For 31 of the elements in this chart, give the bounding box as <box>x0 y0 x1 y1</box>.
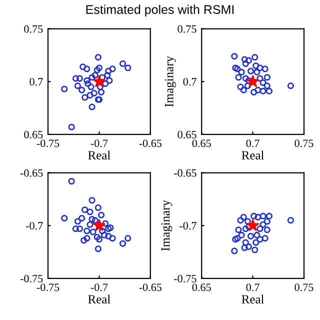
x-tick-label: -0.65 <box>139 284 162 292</box>
x-tick-label: -0.7 <box>90 284 108 292</box>
x-axis-title: Real <box>242 150 264 160</box>
x-tick-label: 0.75 <box>294 284 314 292</box>
y-tick-label: -0.7 <box>26 222 43 230</box>
y-tick-label: 0.75 <box>24 25 43 33</box>
x-tick-label: -0.65 <box>139 140 162 148</box>
x-axis-title: Real <box>242 294 264 304</box>
y-tick-label: 0.7 <box>30 78 43 86</box>
x-tick-label: -0.75 <box>36 140 60 148</box>
y-tick-label: -0.75 <box>174 274 196 282</box>
x-tick-label: 0.65 <box>192 284 211 292</box>
x-tick-label: 0.75 <box>294 140 314 148</box>
chart-title: Estimated poles with RSMI <box>86 4 234 16</box>
y-tick-label: -0.65 <box>20 169 43 177</box>
y-axis-title: Imaginary <box>161 200 172 251</box>
y-tick-label: -0.7 <box>180 222 196 230</box>
x-tick-label: 0.65 <box>192 140 211 148</box>
x-tick-label: -0.75 <box>36 284 60 292</box>
x-tick-label: 0.7 <box>246 284 260 292</box>
y-axis-title: Imaginary <box>164 56 176 107</box>
y-tick-label: -0.65 <box>174 169 196 177</box>
y-tick-label: 0.65 <box>24 130 43 138</box>
x-tick-label: 0.7 <box>246 140 260 148</box>
y-tick-label: 0.75 <box>178 25 196 33</box>
x-tick-label: -0.7 <box>90 140 108 148</box>
y-tick-label: -0.75 <box>20 274 43 282</box>
y-tick-label: 0.7 <box>183 78 196 86</box>
x-axis-title: Real <box>88 150 110 160</box>
y-tick-label: 0.65 <box>178 130 196 138</box>
x-axis-title: Real <box>88 294 110 304</box>
